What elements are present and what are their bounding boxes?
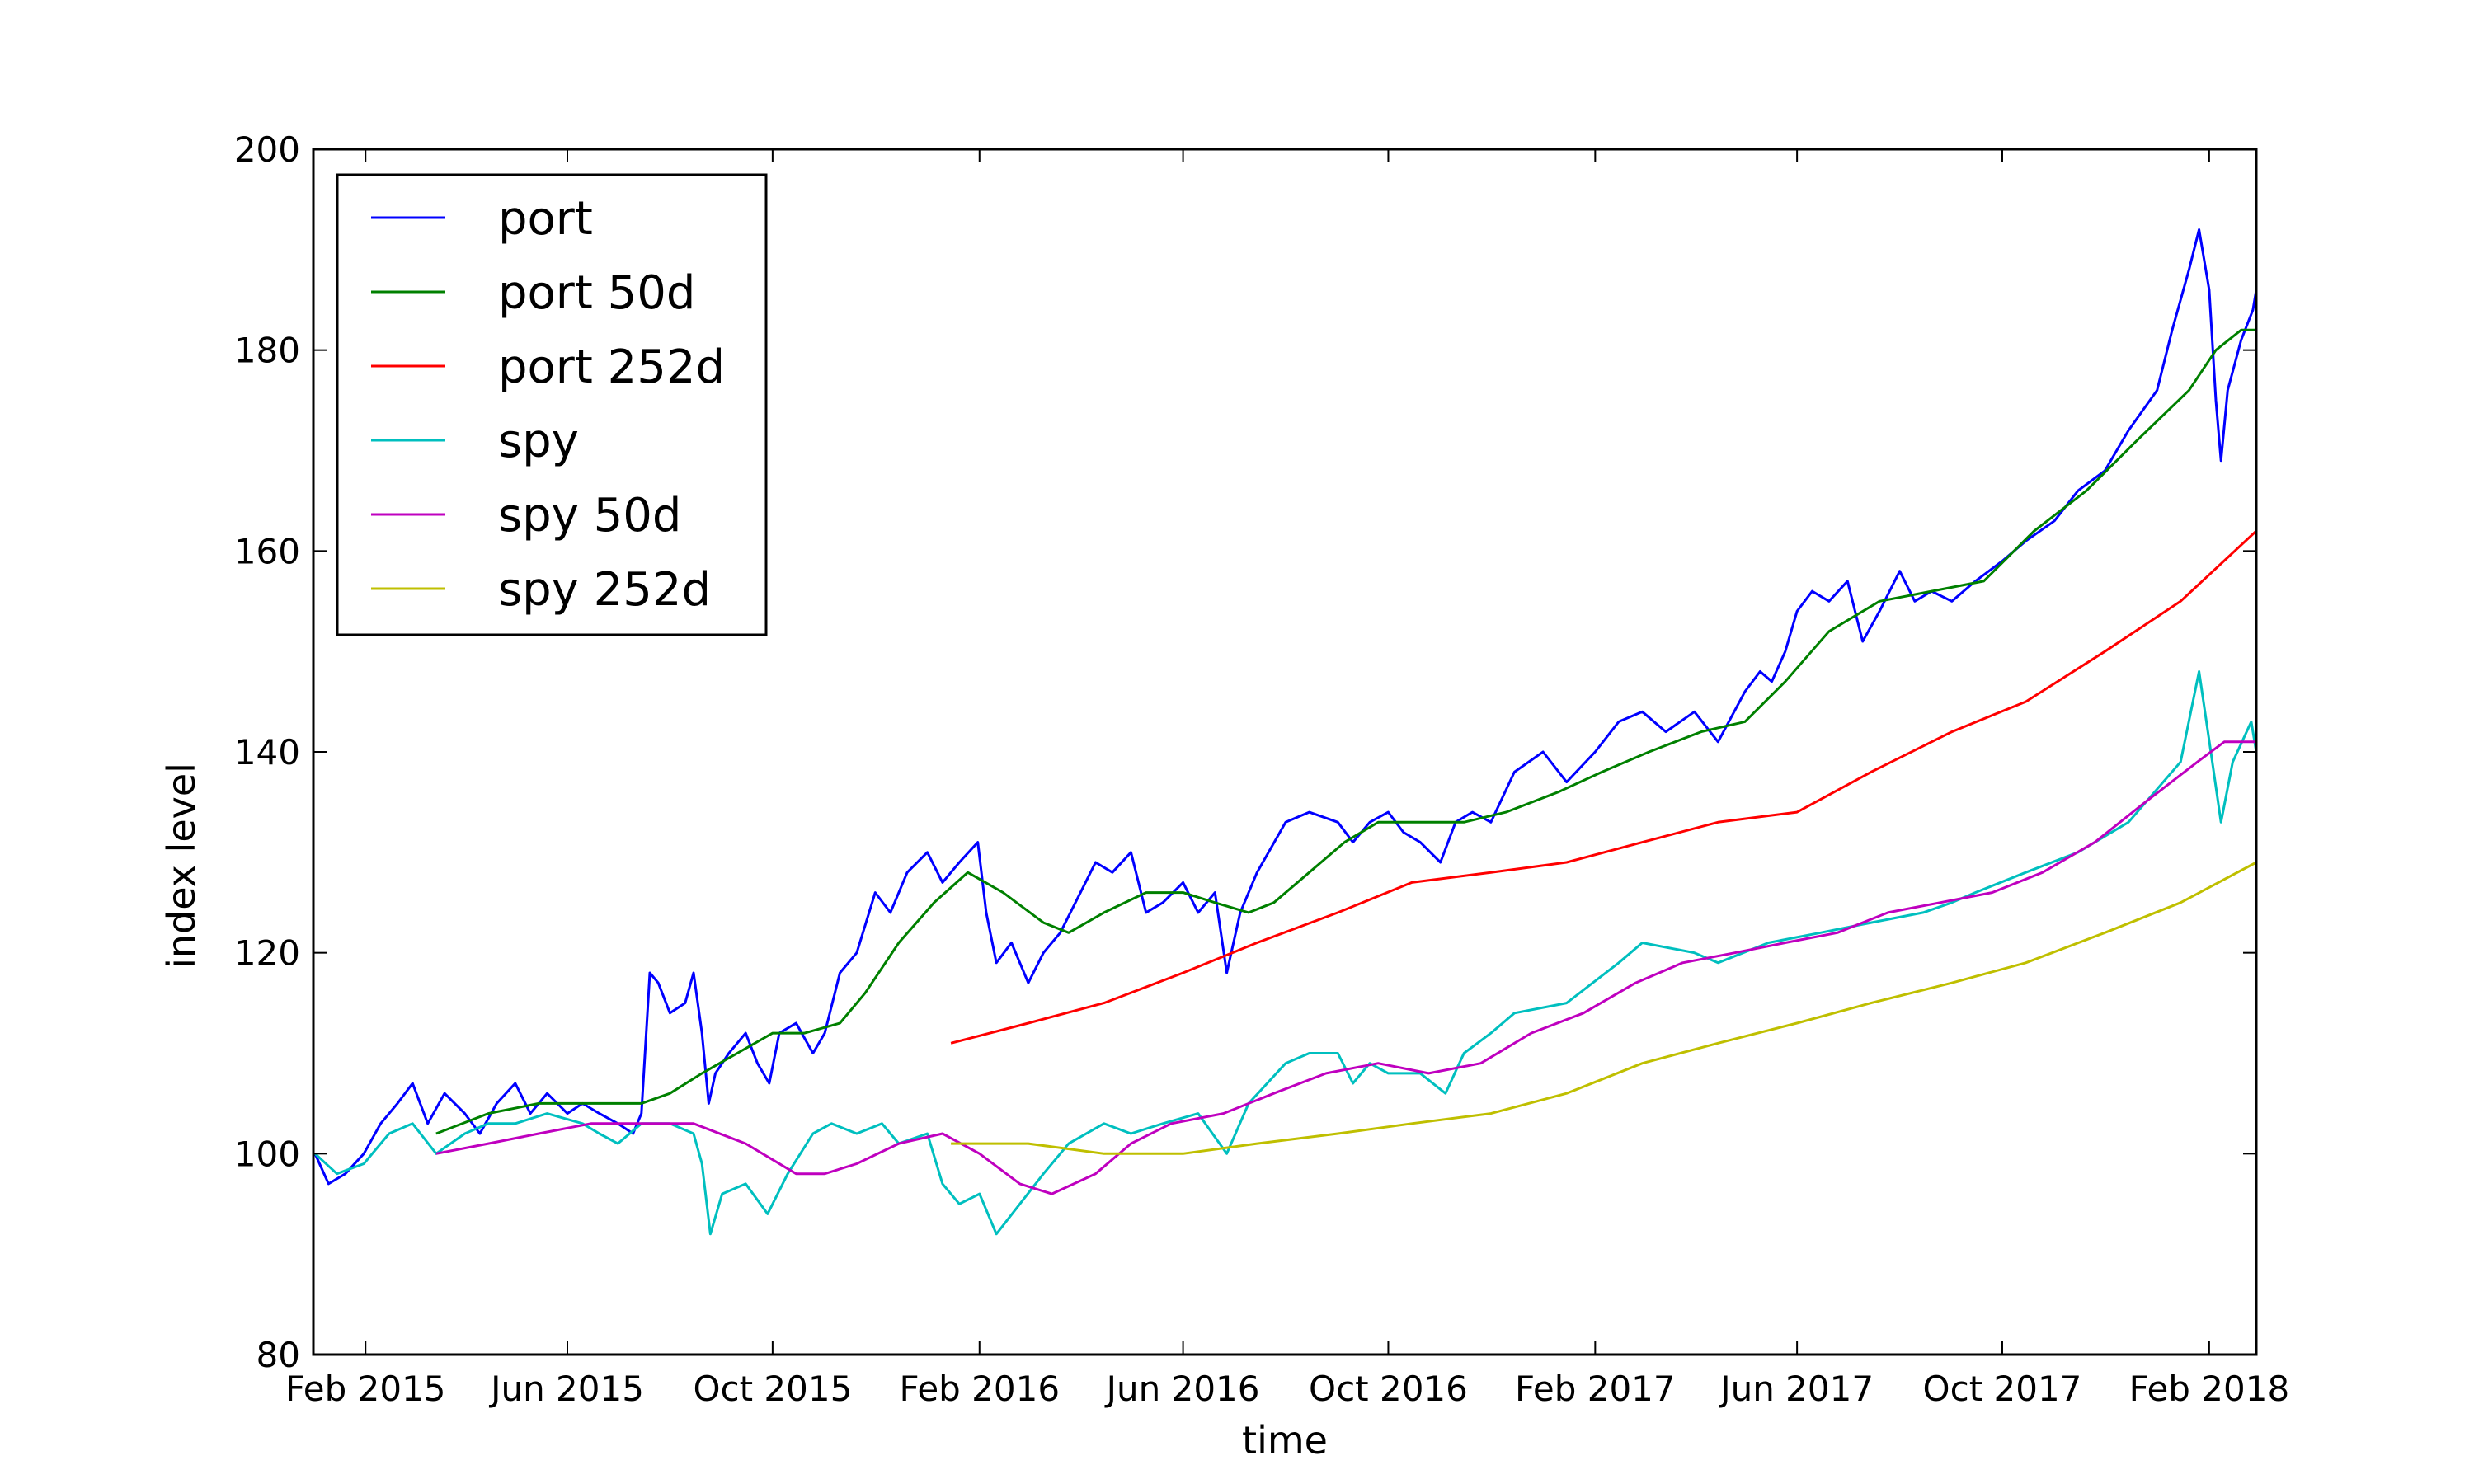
series-line-spy-252d bbox=[951, 861, 2257, 1155]
x-tick-label: Feb 2017 bbox=[1515, 1369, 1676, 1409]
legend-label-spy-252d: spy 252d bbox=[498, 563, 711, 617]
legend-label-port-252d: port 252d bbox=[498, 340, 725, 394]
x-tick-label: Oct 2015 bbox=[693, 1369, 852, 1409]
legend-box bbox=[336, 173, 768, 636]
legend-label-spy-50d: spy 50d bbox=[498, 489, 681, 542]
y-tick-label: 100 bbox=[234, 1134, 300, 1174]
y-axis-label: index level bbox=[159, 763, 204, 969]
series-line-spy-50d bbox=[435, 740, 2256, 1195]
legend: port port 50d port 252d spy spy 50d spy 252d bbox=[336, 173, 768, 636]
x-tick-label: Feb 2015 bbox=[285, 1369, 446, 1409]
x-tick-label: Jun 2017 bbox=[1718, 1369, 1874, 1409]
x-tick-label: Feb 2016 bbox=[899, 1369, 1060, 1409]
legend-entries: port port 50d port 252d spy spy 50d spy 252d bbox=[371, 192, 725, 617]
legend-label-port: port bbox=[498, 192, 593, 246]
y-tick-label: 180 bbox=[234, 331, 300, 371]
x-tick-label: Jun 2015 bbox=[488, 1369, 644, 1409]
y-tick-label: 160 bbox=[234, 531, 300, 571]
y-tick-label: 140 bbox=[234, 732, 300, 773]
legend-label-port-50d: port 50d bbox=[498, 266, 695, 320]
x-tick-label: Oct 2016 bbox=[1309, 1369, 1468, 1409]
x-axis-label: time bbox=[1242, 1418, 1328, 1463]
ticks-layer: 80 100 120 140 160 180 200 Feb 2015 Jun 2015 Oct … bbox=[234, 129, 2289, 1409]
series-line-spy bbox=[313, 670, 2258, 1236]
y-tick-label: 120 bbox=[234, 933, 300, 974]
x-tick-label: Feb 2018 bbox=[2129, 1369, 2290, 1409]
legend-label-spy: spy bbox=[498, 415, 579, 468]
series-layer bbox=[313, 228, 2258, 1236]
y-tick-label: 80 bbox=[256, 1335, 300, 1375]
x-tick-label: Jun 2016 bbox=[1104, 1369, 1260, 1409]
x-tick-label: Oct 2017 bbox=[1923, 1369, 2082, 1409]
series-line-port-50d bbox=[435, 328, 2256, 1135]
series-line-port-252d bbox=[950, 529, 2258, 1045]
y-tick-label: 200 bbox=[234, 129, 300, 170]
